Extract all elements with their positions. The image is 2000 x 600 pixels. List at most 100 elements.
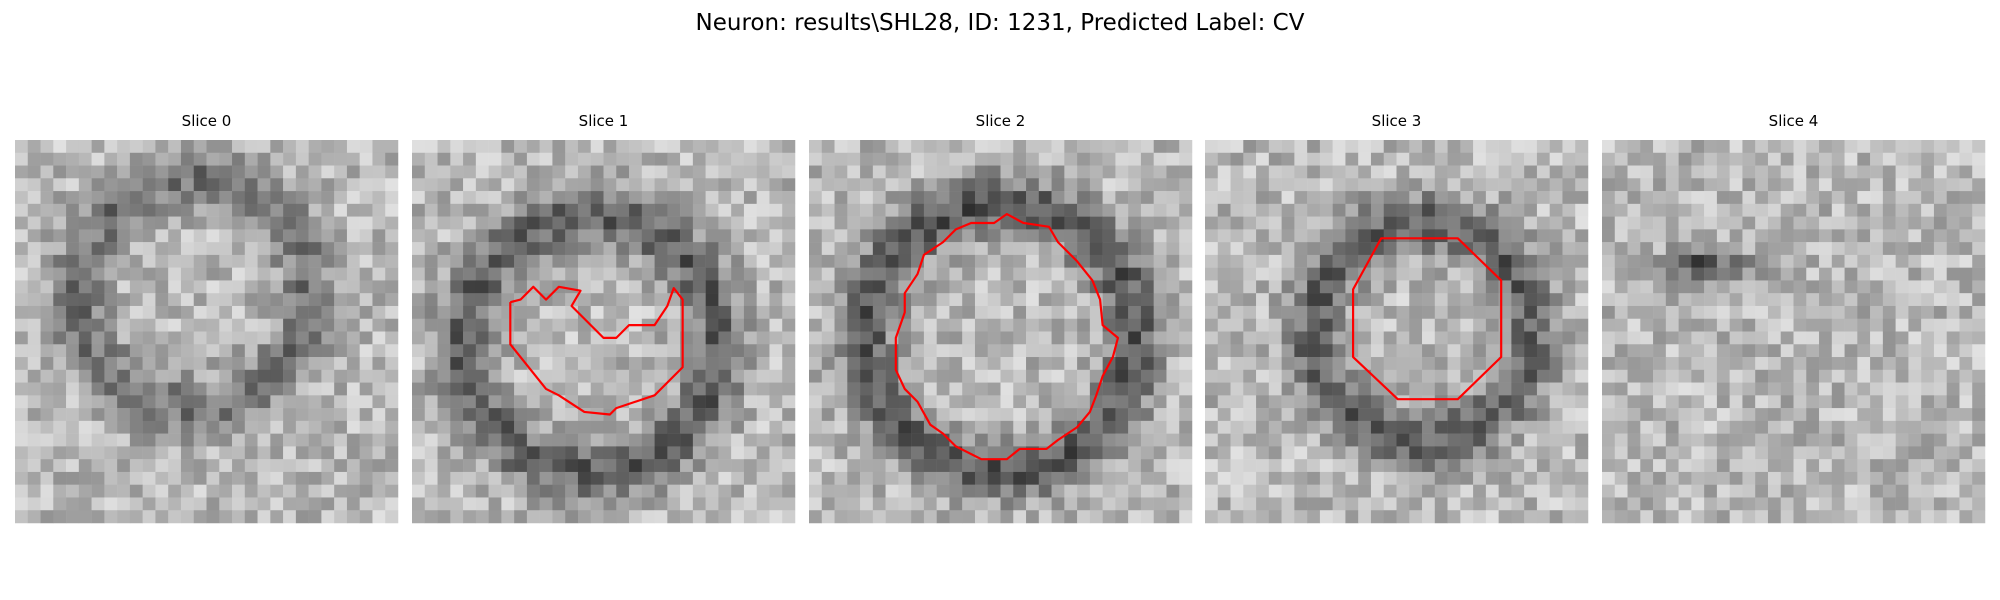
pixel: [1396, 382, 1410, 396]
pixel: [1549, 318, 1563, 332]
pixel: [514, 459, 528, 473]
pixel: [552, 510, 566, 524]
pixel: [756, 497, 770, 511]
pixel: [66, 267, 80, 281]
pixel: [66, 357, 80, 371]
pixel: [1409, 280, 1423, 294]
pixel: [488, 344, 502, 358]
pixel: [1128, 459, 1142, 473]
pixel: [53, 178, 67, 192]
pixel: [1498, 216, 1512, 230]
pixel: [244, 280, 258, 294]
pixel: [1946, 191, 1960, 205]
pixel: [193, 369, 207, 383]
pixel: [1933, 242, 1947, 256]
pixel: [1307, 305, 1321, 319]
pixel: [1959, 382, 1973, 396]
pixel: [514, 471, 528, 485]
pixel: [40, 191, 54, 205]
pixel: [616, 510, 630, 524]
pixel: [1704, 242, 1718, 256]
pixel: [66, 318, 80, 332]
pixel: [680, 280, 694, 294]
pixel: [1000, 433, 1014, 447]
pixel: [1933, 446, 1947, 460]
pixel: [104, 229, 118, 243]
pixel: [334, 178, 348, 192]
pixel: [1844, 305, 1858, 319]
pixel: [1013, 293, 1027, 307]
pixel: [219, 152, 233, 166]
pixel: [168, 280, 182, 294]
pixel: [1870, 305, 1884, 319]
pixel: [1383, 459, 1397, 473]
pixel: [488, 242, 502, 256]
pixel: [949, 369, 963, 383]
pixel: [1294, 408, 1308, 422]
pixel: [577, 152, 591, 166]
pixel: [1793, 471, 1807, 485]
pixel: [1627, 267, 1641, 281]
pixel: [40, 203, 54, 217]
pixel: [155, 152, 169, 166]
pixel: [1844, 357, 1858, 371]
pixel: [372, 293, 386, 307]
pixel: [117, 318, 131, 332]
pixel: [270, 242, 284, 256]
pixel: [590, 433, 604, 447]
pixel: [552, 331, 566, 345]
pixel: [1704, 420, 1718, 434]
pixel: [629, 152, 643, 166]
pixel: [1511, 369, 1525, 383]
pixel: [27, 408, 41, 422]
pixel: [834, 446, 848, 460]
pixel: [270, 191, 284, 205]
pixel: [514, 280, 528, 294]
pixel: [1831, 191, 1845, 205]
pixel: [1383, 382, 1397, 396]
pixel: [463, 152, 477, 166]
pixel: [1498, 357, 1512, 371]
pixel: [1026, 267, 1040, 281]
pixel: [450, 497, 464, 511]
pixel: [1000, 510, 1014, 524]
pixel: [705, 459, 719, 473]
pixel: [898, 497, 912, 511]
pixel: [1831, 242, 1845, 256]
pixel: [142, 369, 156, 383]
pixel: [1319, 280, 1333, 294]
pixel: [718, 242, 732, 256]
pixel: [1511, 267, 1525, 281]
pixel: [577, 344, 591, 358]
pixel: [1665, 229, 1679, 243]
pixel: [936, 293, 950, 307]
pixel: [1524, 510, 1538, 524]
pixel: [1485, 280, 1499, 294]
pixel: [743, 395, 757, 409]
pixel: [629, 229, 643, 243]
pixel: [40, 152, 54, 166]
pixel: [539, 395, 553, 409]
pixel: [1383, 510, 1397, 524]
pixel: [168, 191, 182, 205]
pixel: [437, 267, 451, 281]
pixel: [1038, 229, 1052, 243]
pixel: [974, 408, 988, 422]
pixel: [1704, 331, 1718, 345]
pixel: [1115, 305, 1129, 319]
pixel: [1230, 459, 1244, 473]
pixel: [257, 152, 271, 166]
pixel: [974, 331, 988, 345]
pixel: [1396, 267, 1410, 281]
pixel: [257, 408, 271, 422]
pixel: [692, 420, 706, 434]
pixel: [1653, 433, 1667, 447]
pixel: [1230, 254, 1244, 268]
pixel: [1358, 280, 1372, 294]
pixel: [450, 293, 464, 307]
pixel: [1780, 229, 1794, 243]
pixel: [270, 369, 284, 383]
pixel: [616, 318, 630, 332]
pixel: [1870, 191, 1884, 205]
pixel: [219, 229, 233, 243]
